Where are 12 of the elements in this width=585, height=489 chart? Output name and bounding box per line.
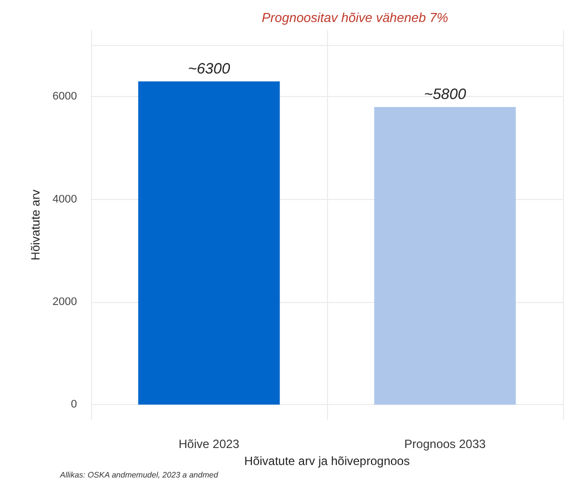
x-axis-title: Hõivatute arv ja hõiveprognoos: [244, 454, 410, 468]
y-tick-label: 0: [70, 398, 77, 411]
x-tick-label: Hõive 2023: [178, 437, 240, 451]
y-tick-label: 2000: [52, 296, 77, 308]
data-label: ~5800: [424, 86, 467, 103]
text: Allikas: OSKA andmemudel, 2023 a andmed: [59, 470, 219, 480]
y-tick-label: 4000: [52, 193, 77, 206]
chart-title: Prognoositav hõive väheneb 7%: [262, 10, 448, 25]
x-tick-label: Prognoos 2033: [404, 437, 486, 451]
y-tick-label: 6000: [52, 90, 77, 103]
y-axis-title: Hõivatute arv: [28, 190, 43, 260]
data-label: ~6300: [188, 60, 231, 78]
